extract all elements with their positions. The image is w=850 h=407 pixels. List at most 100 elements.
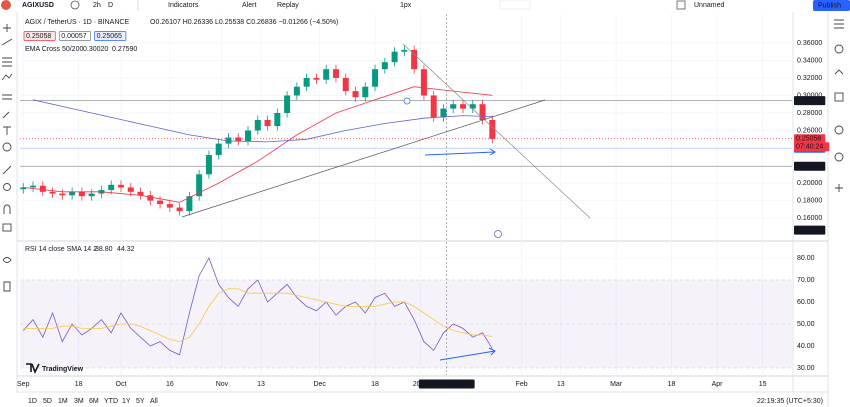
rsi-line [23, 288, 493, 343]
candle-body [489, 119, 496, 139]
candle-body [323, 69, 330, 80]
candle-body [235, 137, 242, 142]
help[interactable] [835, 184, 843, 192]
avatar[interactable] [1, 0, 11, 10]
candle-body [254, 119, 261, 131]
tool-zoom[interactable] [3, 183, 11, 191]
candle-body [176, 207, 183, 212]
x-tick-label: 15 [759, 381, 767, 388]
indicator-line [23, 86, 493, 203]
alerts[interactable] [834, 44, 844, 54]
tool-lock[interactable] [2, 223, 12, 232]
toolbar-item[interactable]: Indicators [168, 2, 199, 9]
range-button[interactable]: 5D [43, 398, 52, 405]
range-button[interactable]: 3M [74, 398, 84, 405]
tool-emoji[interactable] [2, 142, 12, 152]
crosshair-label: Tue 09 Jan '24 [424, 381, 470, 388]
tool-eye[interactable] [2, 257, 12, 263]
calendar[interactable] [834, 92, 844, 102]
candle-body [147, 195, 154, 201]
range-button[interactable]: YTD [104, 398, 118, 405]
range-button[interactable]: 1Y [122, 398, 131, 405]
candle-body [157, 200, 164, 205]
watchlist[interactable] [834, 19, 844, 29]
candle-body [391, 51, 398, 63]
right-sidebar [834, 19, 844, 192]
tool-cross[interactable] [3, 24, 11, 32]
x-tick-label: 13 [557, 381, 565, 388]
x-tick-label: 18 [371, 381, 379, 388]
x-tick-label: Dec [313, 381, 326, 388]
x-tick-label: Apr [712, 381, 724, 388]
notifications[interactable] [834, 152, 844, 162]
toolbar-item[interactable]: 1px [400, 2, 412, 9]
y-tick-label: 0.28000 [797, 110, 822, 117]
price-line-label: 0.14634 [796, 227, 821, 234]
tool-brush[interactable] [2, 111, 10, 119]
candle-body [49, 191, 56, 194]
checkbox[interactable] [676, 0, 686, 10]
indicator-readout: 0.30020 [83, 46, 108, 53]
rsi-readout: 38.80 [95, 246, 113, 253]
ideas[interactable] [834, 125, 844, 135]
tool-magnet[interactable] [3, 204, 11, 214]
y-tick-label: 60.00 [797, 299, 815, 306]
candle-body [401, 49, 408, 52]
interval[interactable]: D [108, 2, 113, 9]
quote-box[interactable]: 0.25058 [26, 33, 51, 40]
price-line-label: 0.21915 [796, 163, 821, 170]
price-line-label-box [794, 225, 826, 235]
price-line-label-box [794, 161, 826, 171]
candle-body [313, 77, 320, 80]
tool-ruler[interactable] [2, 165, 12, 175]
publish[interactable]: Publish [818, 2, 841, 9]
symbol[interactable]: AGIXUSD [22, 2, 54, 9]
y-tick-label: 0.20000 [797, 180, 822, 187]
publish-button[interactable] [813, 0, 850, 11]
candle-body [362, 86, 369, 98]
tool-pattern[interactable] [1, 73, 13, 81]
interval[interactable]: 2h [93, 2, 101, 9]
tool-fib[interactable] [2, 57, 12, 67]
candle-body [186, 196, 193, 212]
add-symbol[interactable] [70, 0, 80, 10]
indicator-line [32, 99, 493, 143]
crosshair-label-box [418, 379, 475, 389]
layout-name[interactable]: Unnamed [694, 2, 724, 9]
y-tick-label: 0.34000 [797, 57, 822, 64]
tool-trash[interactable] [3, 281, 11, 292]
y-tick-label: 0.18000 [797, 197, 822, 204]
range-button[interactable]: 1D [28, 398, 37, 405]
left-toolbar [1, 24, 13, 292]
y-tick-label: 30.00 [797, 365, 815, 372]
more-button[interactable] [499, 0, 531, 10]
toolbar-item[interactable]: Replay [277, 2, 299, 9]
candle-body [352, 91, 359, 98]
event-icon[interactable] [494, 230, 502, 238]
quote-box[interactable]: 0.00057 [61, 33, 86, 40]
tool-text[interactable] [3, 126, 11, 135]
ohlc-readout: O0.26107 H0.26336 L0.25538 C0.26836 −0.0… [150, 19, 338, 26]
candle-body [245, 130, 252, 142]
range-button[interactable]: 6M [89, 398, 99, 405]
anchor-point[interactable] [403, 97, 411, 105]
arrow [439, 347, 496, 361]
tool-line[interactable] [1, 38, 13, 46]
hotlist[interactable] [834, 69, 844, 75]
range-button[interactable]: 5Y [136, 398, 145, 405]
tool-forecast[interactable] [2, 94, 12, 100]
range-button[interactable]: 1M [58, 398, 68, 405]
toolbar-item[interactable]: Alert [242, 2, 256, 9]
x-tick-label: 16 [166, 381, 174, 388]
candle-body [69, 191, 76, 196]
indicator-readout: 0.27590 [112, 46, 137, 53]
price-line-label-box [794, 96, 826, 106]
candle-body [264, 119, 271, 127]
candle-body [284, 95, 291, 113]
range-button[interactable]: All [150, 398, 158, 405]
candle-body [460, 104, 467, 109]
candle-body [196, 174, 203, 197]
quote-box[interactable]: 0.25065 [97, 33, 122, 40]
clock[interactable]: 22:19:35 (UTC+5:30) [757, 398, 823, 405]
